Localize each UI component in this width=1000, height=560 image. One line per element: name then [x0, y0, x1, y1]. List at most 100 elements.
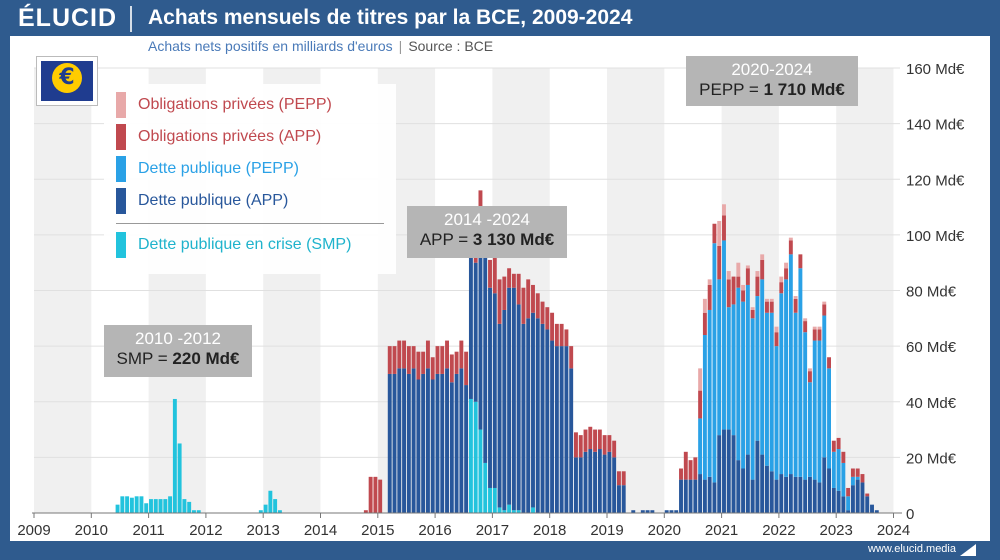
bar-public-app — [511, 287, 516, 511]
bar-private-app — [755, 276, 760, 297]
legend-label: Dette publique en crise (SMP) — [138, 236, 352, 253]
bar-private-app — [788, 240, 793, 255]
bar-public-app — [855, 479, 860, 513]
footer-url[interactable]: www.elucid.media — [867, 543, 956, 555]
bar-smp — [153, 499, 158, 513]
legend: Obligations privées (PEPP) Obligations p… — [104, 84, 396, 274]
bar-public-app — [492, 293, 497, 488]
x-tick-label: 2023 — [820, 522, 853, 539]
bar-public-pepp — [731, 304, 736, 436]
bar-private-app — [860, 474, 865, 483]
bar-private-app — [511, 273, 516, 288]
bar-private-pepp — [750, 307, 755, 310]
bar-public-app — [574, 457, 578, 513]
bar-smp — [192, 510, 196, 513]
bar-private-pepp — [765, 298, 769, 302]
bar-public-app — [745, 454, 750, 513]
bar-public-app — [874, 510, 879, 513]
annotation-prefix: PEPP = — [699, 80, 764, 99]
bar-private-app — [702, 312, 707, 335]
elucid-logo[interactable]: ÉLUCID — [18, 4, 118, 32]
bar-public-app — [850, 485, 855, 513]
bar-public-app — [607, 451, 612, 513]
bar-private-app — [855, 468, 860, 477]
bar-smp — [507, 504, 512, 513]
bar-private-app — [712, 223, 717, 244]
bar-public-app — [774, 479, 779, 513]
bar-public-app — [421, 373, 426, 513]
bar-public-app — [779, 474, 784, 513]
bar-private-pepp — [707, 279, 712, 285]
bar-private-app — [397, 340, 402, 369]
bar-public-app — [588, 449, 593, 513]
x-tick-label: 2015 — [361, 522, 394, 539]
bar-private-app — [550, 312, 555, 341]
bar-smp — [168, 496, 173, 513]
bar-public-pepp — [712, 243, 717, 483]
bar-public-pepp — [798, 268, 803, 477]
bar-public-app — [741, 468, 746, 513]
bar-public-pepp — [741, 301, 746, 469]
bar-public-pepp — [784, 279, 789, 477]
annotation-value: 220 Md€ — [172, 349, 240, 368]
subtitle-separator: | — [398, 38, 403, 54]
bar-public-app — [526, 318, 531, 513]
bar-smp — [129, 497, 134, 513]
bar-public-app — [827, 468, 831, 513]
bar-private-app — [416, 351, 421, 380]
bar-private-app — [679, 468, 683, 480]
bar-public-app — [760, 454, 765, 513]
bar-private-pepp — [774, 326, 779, 333]
bar-private-pepp — [803, 318, 808, 322]
bar-private-app — [865, 493, 870, 497]
annotation-prefix: SMP = — [116, 349, 173, 368]
footer-bar: www.elucid.media — [0, 541, 1000, 560]
bar-smp — [149, 499, 153, 513]
bar-public-pepp — [736, 287, 741, 461]
bar-public-app — [674, 510, 679, 513]
bar-public-app — [531, 312, 535, 508]
bar-public-pepp — [788, 254, 793, 475]
bar-smp — [468, 398, 473, 513]
bar-public-app — [817, 482, 822, 513]
bar-private-pepp — [769, 298, 774, 302]
bar-public-app — [784, 476, 789, 513]
bar-private-pepp — [717, 220, 722, 246]
bar-private-pepp — [726, 271, 731, 280]
bar-public-app — [860, 482, 865, 513]
bar-public-app — [645, 510, 650, 513]
bar-private-pepp — [793, 296, 798, 299]
bar-public-app — [698, 474, 703, 513]
bar-private-app — [540, 301, 545, 324]
bar-public-pepp — [745, 284, 750, 455]
bar-private-app — [521, 287, 526, 324]
bar-public-app — [726, 429, 731, 513]
bar-smp — [511, 510, 516, 513]
bar-smp — [158, 499, 163, 513]
bar-private-app — [488, 259, 492, 288]
bar-public-app — [488, 287, 492, 488]
bar-private-app — [435, 346, 440, 374]
bar-public-pepp — [793, 312, 798, 477]
bar-public-pepp — [707, 309, 712, 477]
legend-label: Obligations privées (APP) — [138, 128, 322, 145]
bar-private-app — [621, 471, 626, 486]
bar-private-app — [516, 273, 521, 305]
legend-swatch — [116, 188, 126, 214]
bar-private-pepp — [702, 298, 707, 313]
bar-private-app — [578, 435, 583, 458]
bar-public-pepp — [831, 451, 836, 488]
bar-public-pepp — [760, 279, 765, 455]
bar-public-app — [411, 368, 416, 513]
bar-public-app — [430, 379, 435, 513]
bar-public-app — [516, 304, 521, 511]
bar-smp — [115, 504, 120, 513]
bar-private-app — [846, 487, 851, 497]
bar-public-pepp — [807, 382, 812, 477]
annotation-period: 2010 -2012 — [134, 329, 222, 348]
bar-public-app — [640, 510, 645, 513]
bar-public-app — [736, 460, 741, 513]
bar-private-pepp — [822, 301, 827, 305]
bar-public-app — [559, 346, 564, 513]
bar-private-app — [779, 282, 784, 294]
